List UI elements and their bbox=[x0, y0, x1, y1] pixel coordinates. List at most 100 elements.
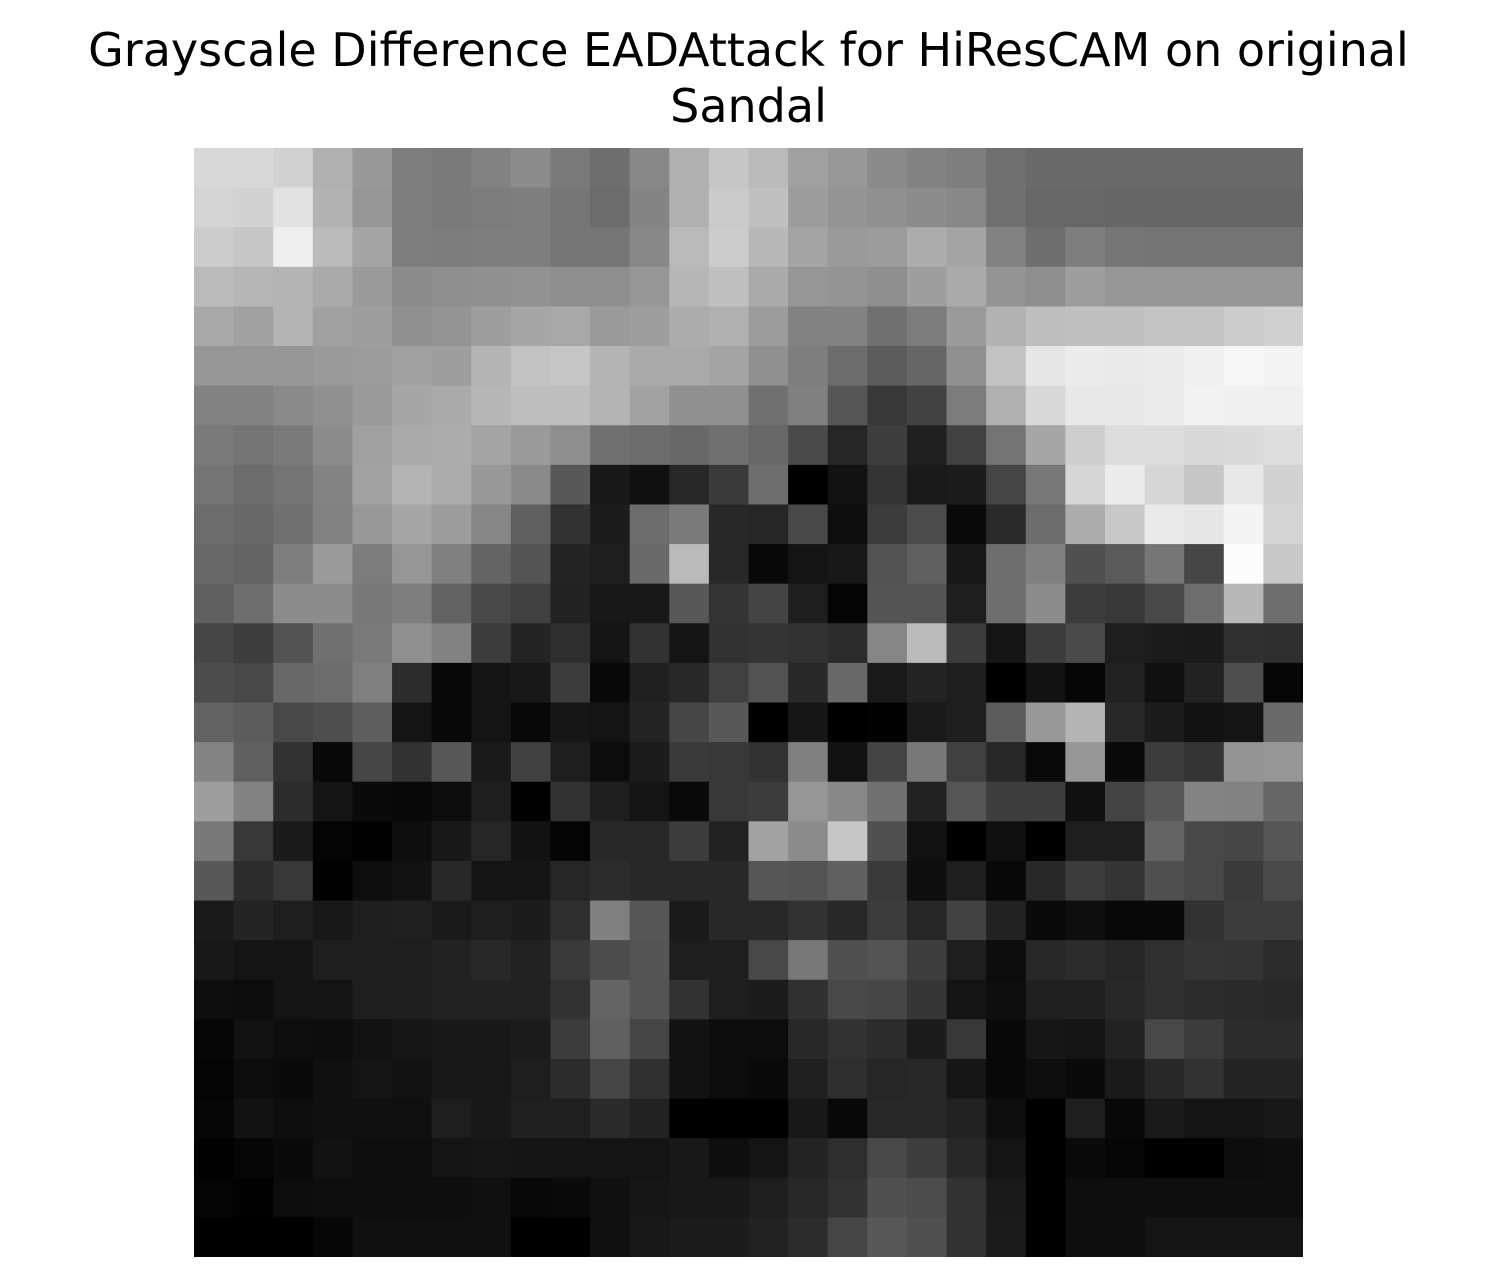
heatmap-cell-r15-c18 bbox=[906, 742, 948, 783]
heatmap-cell-r23-c9 bbox=[550, 1058, 591, 1100]
heatmap-cell-r15-c10 bbox=[590, 742, 631, 783]
heatmap-cell-r27-c0 bbox=[194, 1217, 235, 1257]
heatmap-cell-r8-c16 bbox=[827, 464, 868, 506]
heatmap-cell-r7-c13 bbox=[708, 425, 750, 466]
heatmap-cell-r11-c19 bbox=[946, 583, 987, 624]
heatmap-cell-r7-c4 bbox=[352, 425, 393, 466]
heatmap-cell-r7-c18 bbox=[906, 425, 948, 466]
heatmap-cell-r26-c19 bbox=[946, 1177, 987, 1218]
heatmap-cell-r5-c11 bbox=[629, 346, 670, 387]
heatmap-cell-r4-c25 bbox=[1184, 306, 1225, 347]
heatmap-cell-r17-c8 bbox=[510, 821, 552, 862]
heatmap-cell-r2-c22 bbox=[1065, 227, 1106, 268]
heatmap-cell-r15-c8 bbox=[510, 742, 552, 783]
heatmap-cell-r2-c1 bbox=[233, 227, 274, 268]
heatmap-cell-r27-c20 bbox=[986, 1217, 1027, 1257]
heatmap-cell-r14-c18 bbox=[906, 702, 948, 743]
heatmap-cell-r6-c25 bbox=[1184, 385, 1225, 426]
heatmap-cell-r14-c23 bbox=[1104, 702, 1146, 743]
heatmap-cell-r26-c17 bbox=[867, 1177, 908, 1218]
heatmap-cell-r12-c9 bbox=[550, 623, 591, 664]
heatmap-cell-r2-c5 bbox=[392, 227, 433, 268]
heatmap-cell-r19-c19 bbox=[946, 900, 987, 941]
heatmap-cell-r3-c3 bbox=[312, 266, 354, 308]
heatmap-cell-r22-c16 bbox=[827, 1019, 868, 1060]
heatmap-cell-r17-c10 bbox=[590, 821, 631, 862]
heatmap-cell-r19-c3 bbox=[312, 900, 354, 941]
heatmap-cell-r6-c22 bbox=[1065, 385, 1106, 426]
heatmap-cell-r20-c6 bbox=[431, 940, 472, 981]
heatmap-cell-r7-c14 bbox=[748, 425, 789, 466]
heatmap-cell-r10-c22 bbox=[1065, 544, 1106, 585]
heatmap-cell-r1-c22 bbox=[1065, 187, 1106, 228]
heatmap-cell-r16-c0 bbox=[194, 781, 235, 822]
heatmap-cell-r15-c7 bbox=[471, 742, 512, 783]
heatmap-cell-r7-c10 bbox=[590, 425, 631, 466]
heatmap-cell-r14-c10 bbox=[590, 702, 631, 743]
heatmap-cell-r10-c19 bbox=[946, 544, 987, 585]
heatmap-cell-r22-c5 bbox=[392, 1019, 433, 1060]
heatmap-cell-r12-c22 bbox=[1065, 623, 1106, 664]
heatmap-cell-r3-c4 bbox=[352, 266, 393, 308]
heatmap-cell-r24-c16 bbox=[827, 1098, 868, 1139]
heatmap-cell-r1-c2 bbox=[273, 187, 314, 228]
heatmap-cell-r24-c8 bbox=[510, 1098, 552, 1139]
heatmap-cell-r20-c10 bbox=[590, 940, 631, 981]
heatmap-cell-r14-c12 bbox=[669, 702, 710, 743]
heatmap-cell-r4-c24 bbox=[1144, 306, 1185, 347]
heatmap-cell-r10-c0 bbox=[194, 544, 235, 585]
heatmap-cell-r0-c22 bbox=[1065, 148, 1106, 189]
heatmap-cell-r5-c1 bbox=[233, 346, 274, 387]
heatmap-cell-r10-c8 bbox=[510, 544, 552, 585]
heatmap-cell-r9-c20 bbox=[986, 504, 1027, 545]
heatmap-cell-r9-c7 bbox=[471, 504, 512, 545]
heatmap-cell-r3-c15 bbox=[788, 266, 829, 308]
heatmap-cell-r3-c8 bbox=[510, 266, 552, 308]
heatmap-cell-r21-c11 bbox=[629, 979, 670, 1020]
heatmap-cell-r16-c20 bbox=[986, 781, 1027, 822]
heatmap-cell-r3-c2 bbox=[273, 266, 314, 308]
heatmap-cell-r14-c24 bbox=[1144, 702, 1185, 743]
heatmap-cell-r15-c13 bbox=[708, 742, 750, 783]
heatmap-cell-r21-c3 bbox=[312, 979, 354, 1020]
heatmap-cell-r20-c18 bbox=[906, 940, 948, 981]
heatmap-cell-r16-c18 bbox=[906, 781, 948, 822]
heatmap-cell-r8-c0 bbox=[194, 464, 235, 506]
heatmap-cell-r8-c5 bbox=[392, 464, 433, 506]
heatmap-cell-r9-c5 bbox=[392, 504, 433, 545]
heatmap-cell-r19-c0 bbox=[194, 900, 235, 941]
heatmap-cell-r22-c23 bbox=[1104, 1019, 1146, 1060]
heatmap-cell-r3-c16 bbox=[827, 266, 868, 308]
heatmap-cell-r0-c2 bbox=[273, 148, 314, 189]
heatmap-cell-r26-c10 bbox=[590, 1177, 631, 1218]
heatmap-cell-r21-c2 bbox=[273, 979, 314, 1020]
heatmap-cell-r22-c21 bbox=[1025, 1019, 1066, 1060]
heatmap-cell-r23-c23 bbox=[1104, 1058, 1146, 1100]
heatmap-cell-r11-c2 bbox=[273, 583, 314, 624]
heatmap-cell-r20-c5 bbox=[392, 940, 433, 981]
heatmap-cell-r8-c15 bbox=[788, 464, 829, 506]
heatmap-cell-r15-c17 bbox=[867, 742, 908, 783]
heatmap-cell-r4-c17 bbox=[867, 306, 908, 347]
heatmap-cell-r27-c8 bbox=[510, 1217, 552, 1257]
heatmap-cell-r3-c27 bbox=[1263, 266, 1303, 308]
heatmap-cell-r17-c19 bbox=[946, 821, 987, 862]
heatmap-cell-r8-c17 bbox=[867, 464, 908, 506]
heatmap-cell-r25-c0 bbox=[194, 1138, 235, 1179]
heatmap-cell-r5-c6 bbox=[431, 346, 472, 387]
heatmap-cell-r9-c12 bbox=[669, 504, 710, 545]
heatmap-cell-r8-c4 bbox=[352, 464, 393, 506]
heatmap-cell-r19-c17 bbox=[867, 900, 908, 941]
heatmap-cell-r19-c8 bbox=[510, 900, 552, 941]
heatmap-cell-r10-c23 bbox=[1104, 544, 1146, 585]
heatmap-cell-r17-c2 bbox=[273, 821, 314, 862]
heatmap-cell-r13-c2 bbox=[273, 662, 314, 704]
heatmap-cell-r16-c13 bbox=[708, 781, 750, 822]
heatmap-cell-r17-c23 bbox=[1104, 821, 1146, 862]
heatmap-cell-r2-c18 bbox=[906, 227, 948, 268]
heatmap-cell-r13-c7 bbox=[471, 662, 512, 704]
heatmap-cell-r15-c9 bbox=[550, 742, 591, 783]
heatmap-cell-r21-c24 bbox=[1144, 979, 1185, 1020]
heatmap-cell-r6-c13 bbox=[708, 385, 750, 426]
heatmap-cell-r15-c1 bbox=[233, 742, 274, 783]
